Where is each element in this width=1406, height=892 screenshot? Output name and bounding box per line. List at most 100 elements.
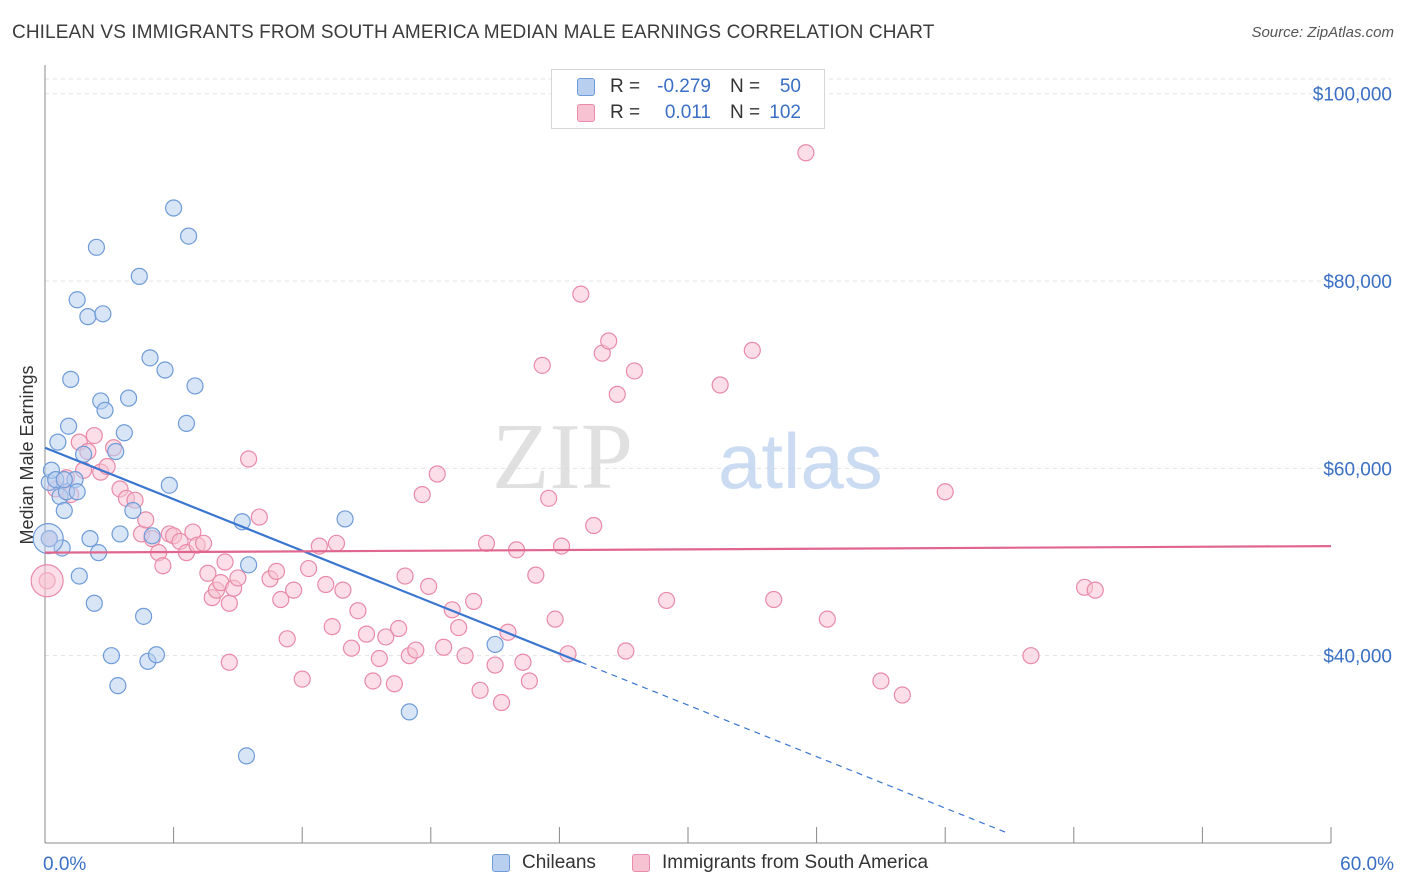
watermark-atlas: atlas: [718, 417, 883, 505]
data-point-immigrants-large: [30, 564, 64, 598]
data-point-immigrants: [450, 618, 468, 637]
data-point-immigrants: [711, 376, 729, 394]
data-point-immigrants: [240, 450, 258, 468]
data-point-immigrants: [471, 681, 489, 699]
data-point-immigrants: [278, 630, 296, 648]
chart-title: CHILEAN VS IMMIGRANTS FROM SOUTH AMERICA…: [12, 22, 935, 43]
stats-row-immigrants: R = 0.011 N = 102: [552, 100, 826, 126]
data-point-immigrants: [317, 575, 335, 594]
legend-item-immigrants[interactable]: Immigrants from South America: [632, 852, 928, 874]
data-point-immigrants: [936, 483, 954, 501]
data-point-chileans: [180, 227, 198, 245]
data-point-immigrants: [220, 594, 238, 612]
data-point-immigrants: [413, 485, 431, 504]
data-point-immigrants: [520, 672, 538, 690]
data-point-immigrants: [377, 628, 395, 646]
axes: [44, 65, 1332, 844]
data-point-immigrants: [390, 619, 408, 638]
data-point-immigrants: [572, 285, 590, 303]
data-point-immigrants: [657, 591, 676, 610]
data-point-chileans: [134, 607, 153, 625]
data-point-immigrants: [625, 362, 644, 380]
n-value: 50: [779, 76, 801, 97]
data-point-chileans: [115, 424, 133, 442]
data-point-immigrants: [137, 511, 155, 529]
data-point-chileans: [177, 414, 196, 433]
data-point-chileans: [130, 267, 148, 285]
data-point-immigrants: [370, 649, 388, 668]
trend-line-immigrants: [44, 545, 1332, 554]
r-value: -0.279: [657, 76, 711, 97]
data-point-immigrants: [818, 610, 836, 628]
data-point-chileans: [79, 308, 97, 326]
stats-row-chileans: R = -0.279 N = 50: [552, 74, 826, 100]
data-point-immigrants: [428, 465, 446, 483]
data-point-immigrants: [349, 602, 367, 620]
data-point-immigrants: [514, 653, 532, 671]
data-point-immigrants: [486, 656, 504, 674]
data-point-immigrants: [546, 610, 564, 628]
data-point-immigrants: [199, 564, 217, 582]
data-point-chileans: [62, 370, 80, 388]
data-point-immigrants: [540, 489, 558, 507]
data-point-chileans: [85, 594, 103, 612]
trend-line-chileans: [44, 446, 582, 664]
data-point-chileans: [111, 525, 129, 543]
data-point-immigrants: [323, 618, 341, 636]
data-point-chileans: [49, 433, 67, 451]
data-point-immigrants: [357, 625, 376, 643]
data-point-immigrants: [364, 672, 382, 690]
data-point-immigrants: [396, 567, 414, 585]
y-tick-label: $80,000: [1323, 272, 1392, 293]
data-point-immigrants: [250, 508, 268, 526]
y-tick-label: $40,000: [1323, 647, 1392, 668]
data-point-immigrants: [216, 553, 234, 571]
data-point-immigrants: [327, 534, 346, 552]
n-label: N =: [730, 76, 761, 97]
y-axis-label: Median Male Earnings: [17, 365, 37, 544]
data-point-immigrants: [267, 562, 286, 580]
tick-labels: $40,000 $60,000 $80,000 $100,000 0.0% 60.0%: [43, 85, 1394, 875]
data-point-chileans: [109, 677, 127, 695]
data-point-chileans: [107, 442, 125, 461]
data-point-immigrants: [527, 566, 545, 584]
data-point-chileans: [68, 291, 86, 309]
data-point-immigrants: [552, 537, 571, 555]
data-point-chileans: [240, 556, 258, 574]
data-point-immigrants: [600, 332, 618, 350]
data-point-chileans: [87, 238, 106, 256]
data-point-immigrants: [85, 426, 103, 445]
data-point-immigrants: [154, 557, 172, 575]
r-value: 0.011: [664, 102, 711, 123]
data-point-immigrants: [893, 686, 911, 704]
data-point-immigrants: [456, 647, 474, 665]
data-point-chileans: [160, 476, 178, 494]
data-point-immigrants: [285, 581, 303, 599]
immigrants-swatch: [632, 854, 650, 872]
data-point-immigrants: [477, 534, 496, 552]
x-tick-label-max: 60.0%: [1340, 854, 1394, 875]
data-point-immigrants: [465, 592, 483, 610]
data-point-chileans: [68, 483, 86, 501]
data-point-immigrants: [300, 559, 318, 578]
legend-item-chileans[interactable]: Chileans: [492, 852, 596, 874]
series-chileans-points: [32, 199, 504, 765]
watermark-zip: ZIP: [492, 405, 633, 509]
legend-label: Chileans: [522, 852, 596, 873]
data-point-immigrants: [385, 675, 403, 693]
data-point-immigrants: [342, 639, 361, 657]
data-point-immigrants: [310, 537, 328, 555]
data-point-chileans: [70, 567, 88, 585]
data-point-immigrants: [1022, 647, 1040, 665]
data-point-immigrants: [407, 641, 425, 659]
data-point-chileans: [143, 527, 161, 545]
data-point-immigrants: [585, 516, 603, 535]
y-tick-label: $60,000: [1323, 459, 1392, 480]
data-point-immigrants: [1086, 581, 1104, 599]
r-label: R =: [610, 102, 641, 123]
data-point-immigrants: [195, 534, 213, 552]
trend-line-chileans-extension: [580, 661, 1010, 835]
data-point-chileans: [124, 501, 142, 520]
data-point-chileans: [237, 747, 256, 765]
data-point-chileans: [165, 199, 183, 217]
